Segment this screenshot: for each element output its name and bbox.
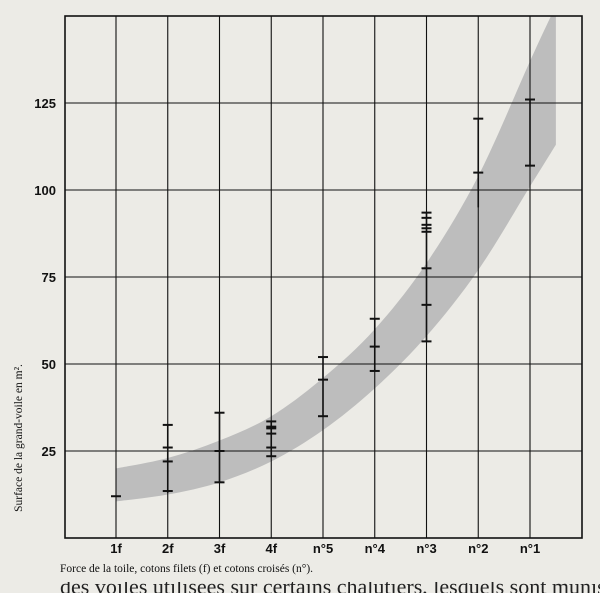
x-tick-label: n°5 (313, 541, 333, 556)
x-tick-label: 2f (162, 541, 174, 556)
grid (65, 16, 582, 538)
x-tick-label: 4f (265, 541, 277, 556)
x-tick-labels: 1f 2f 3f 4f n°5 n°4 n°3 n°2 n°1 (110, 541, 540, 556)
uncertainty-band (116, 16, 556, 502)
x-tick-label: 1f (110, 541, 122, 556)
y-tick-label: 50 (42, 357, 56, 372)
footer-text: des voiles utilisées sur certains chalut… (60, 582, 600, 593)
y-tick-label: 100 (34, 183, 56, 198)
y-tick-label: 125 (34, 96, 56, 111)
data-marks (111, 98, 535, 498)
x-tick-label: n°1 (520, 541, 540, 556)
y-tick-label: 75 (42, 270, 56, 285)
x-tick-label: n°3 (416, 541, 436, 556)
cropped-body-text: des voiles utilisées sur certains chalut… (0, 582, 600, 593)
x-tick-label: n°4 (365, 541, 386, 556)
plot-frame (64, 15, 583, 539)
y-axis-title: Surface de la grand-voile en m². (13, 364, 25, 512)
y-tick-label: 25 (42, 444, 56, 459)
x-tick-label: 3f (214, 541, 226, 556)
y-tick-labels: 25 50 75 100 125 (34, 96, 56, 459)
x-axis-title: Force de la toile, cotons filets (f) et … (60, 563, 313, 575)
x-tick-label: n°2 (468, 541, 488, 556)
